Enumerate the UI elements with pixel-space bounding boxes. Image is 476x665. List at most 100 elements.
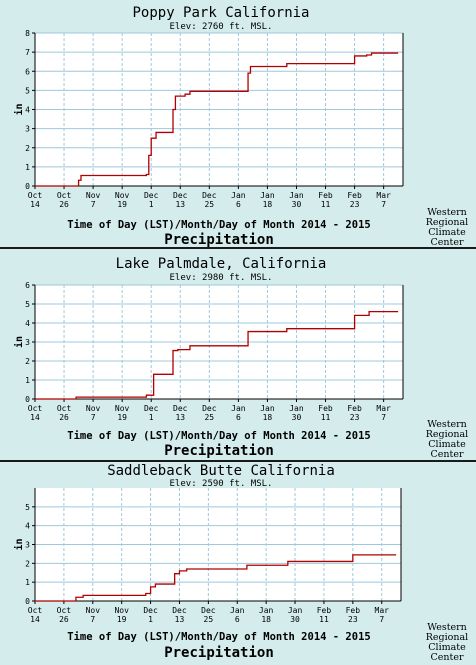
credit-line: Climate bbox=[428, 227, 466, 238]
x-tick-label-day: 13 bbox=[175, 413, 185, 422]
x-tick-label-day: 30 bbox=[292, 200, 302, 209]
x-tick-label-month: Oct bbox=[28, 606, 43, 615]
y-tick-label: 1 bbox=[25, 163, 30, 172]
credit-line: Center bbox=[431, 449, 464, 460]
y-tick-label: 2 bbox=[25, 559, 30, 568]
x-axis-label: Time of Day (LST)/Month/Day of Month 201… bbox=[67, 631, 370, 643]
y-tick-label: 5 bbox=[25, 86, 30, 95]
chart-title: Poppy Park California bbox=[132, 5, 309, 21]
x-tick-label-day: 26 bbox=[59, 413, 69, 422]
credit-line: Regional bbox=[426, 429, 468, 440]
y-tick-label: 7 bbox=[25, 48, 30, 57]
y-tick-label: 4 bbox=[25, 319, 30, 328]
x-tick-label-month: Nov bbox=[115, 191, 130, 200]
x-tick-label-day: 1 bbox=[149, 200, 154, 209]
x-tick-label-day: 19 bbox=[117, 200, 127, 209]
x-tick-label-month: Dec bbox=[173, 404, 188, 413]
chart-title: Lake Palmdale, California bbox=[116, 256, 327, 272]
x-tick-label-day: 7 bbox=[91, 200, 96, 209]
x-tick-label-month: Dec bbox=[201, 606, 216, 615]
credit-line: Western bbox=[427, 419, 467, 430]
x-tick-label-day: 23 bbox=[348, 615, 358, 624]
x-tick-label-month: Mar bbox=[376, 404, 391, 413]
chart-panel-3: Saddleback Butte California Elev: 2590 ft… bbox=[0, 462, 476, 665]
chart-title: Saddleback Butte California bbox=[107, 463, 335, 479]
precip-series-line bbox=[35, 310, 399, 400]
chart-panel-2: Lake Palmdale, California Elev: 2980 ft. … bbox=[0, 249, 476, 460]
y-tick-label: 4 bbox=[25, 106, 30, 115]
x-tick-label-month: Dec bbox=[143, 606, 158, 615]
x-tick-label-day: 14 bbox=[30, 200, 40, 209]
x-tick-label-day: 30 bbox=[290, 615, 300, 624]
x-tick-label-month: Feb bbox=[318, 191, 333, 200]
x-tick-label-month: Oct bbox=[57, 404, 72, 413]
credit-line: Western bbox=[427, 622, 467, 633]
x-tick-label-month: Nov bbox=[86, 404, 101, 413]
x-tick-label-day: 25 bbox=[204, 615, 214, 624]
credit-line: Center bbox=[431, 652, 464, 663]
precip-series-line bbox=[35, 554, 397, 602]
x-tick-label-month: Feb bbox=[317, 606, 332, 615]
x-tick-label-month: Oct bbox=[57, 606, 72, 615]
x-tick-label-day: 1 bbox=[148, 615, 153, 624]
x-axis-label: Time of Day (LST)/Month/Day of Month 201… bbox=[67, 430, 370, 442]
x-tick-label-day: 7 bbox=[379, 615, 384, 624]
x-tick-label-month: Feb bbox=[346, 606, 361, 615]
x-tick-label-month: Dec bbox=[202, 191, 217, 200]
x-tick-label-month: Jan bbox=[288, 606, 303, 615]
x-tick-label-day: 7 bbox=[381, 200, 386, 209]
x-tick-label-day: 11 bbox=[319, 615, 329, 624]
x-tick-label-day: 6 bbox=[236, 413, 241, 422]
x-tick-label-day: 11 bbox=[321, 413, 331, 422]
x-tick-label-month: Nov bbox=[114, 606, 129, 615]
chart-subtitle: Elev: 2760 ft. MSL. bbox=[170, 22, 273, 32]
x-tick-label-day: 14 bbox=[30, 615, 40, 624]
x-tick-label-day: 7 bbox=[381, 413, 386, 422]
x-tick-label-month: Jan bbox=[231, 191, 246, 200]
x-tick-label-month: Mar bbox=[375, 606, 390, 615]
y-tick-label: 0 bbox=[25, 395, 30, 404]
x-tick-label-day: 13 bbox=[175, 615, 185, 624]
x-tick-label-day: 19 bbox=[117, 615, 127, 624]
x-tick-label-month: Jan bbox=[289, 404, 304, 413]
y-tick-label: 3 bbox=[25, 541, 30, 550]
x-tick-label-month: Jan bbox=[231, 404, 246, 413]
x-tick-label-day: 18 bbox=[263, 413, 273, 422]
x-tick-label-day: 7 bbox=[91, 413, 96, 422]
x-tick-label-month: Dec bbox=[173, 191, 188, 200]
y-axis-label: in bbox=[13, 538, 25, 550]
x-tick-label-day: 7 bbox=[90, 615, 95, 624]
y-tick-label: 4 bbox=[25, 522, 30, 531]
chart-panel-1: Poppy Park California Elev: 2760 ft. MSL.… bbox=[0, 0, 476, 247]
y-tick-label: 8 bbox=[25, 29, 30, 38]
y-tick-label: 5 bbox=[25, 503, 30, 512]
x-tick-label-month: Nov bbox=[86, 606, 101, 615]
precip-series-line bbox=[35, 52, 399, 187]
x-tick-label-month: Dec bbox=[202, 404, 217, 413]
y-tick-label: 2 bbox=[25, 144, 30, 153]
x-tick-label-day: 6 bbox=[236, 200, 241, 209]
footer-label: Precipitation bbox=[164, 645, 274, 661]
x-tick-label-day: 6 bbox=[235, 615, 240, 624]
x-tick-label-day: 26 bbox=[59, 200, 69, 209]
y-tick-label: 2 bbox=[25, 357, 30, 366]
x-tick-label-month: Oct bbox=[28, 404, 43, 413]
x-tick-label-day: 11 bbox=[321, 200, 331, 209]
credit-line: Center bbox=[431, 237, 464, 247]
x-tick-label-month: Mar bbox=[376, 191, 391, 200]
x-tick-label-day: 30 bbox=[292, 413, 302, 422]
footer-label: Precipitation bbox=[164, 443, 274, 459]
y-tick-label: 1 bbox=[25, 578, 30, 587]
x-tick-label-month: Oct bbox=[28, 191, 43, 200]
y-axis-label: in bbox=[13, 336, 25, 348]
x-tick-label-month: Feb bbox=[318, 404, 333, 413]
x-axis-label: Time of Day (LST)/Month/Day of Month 201… bbox=[67, 219, 370, 231]
credit-line: Western bbox=[427, 207, 467, 218]
x-tick-label-day: 14 bbox=[30, 413, 40, 422]
x-tick-label-month: Dec bbox=[144, 404, 159, 413]
x-tick-label-month: Dec bbox=[172, 606, 187, 615]
y-tick-label: 3 bbox=[25, 338, 30, 347]
x-tick-label-month: Jan bbox=[260, 191, 275, 200]
